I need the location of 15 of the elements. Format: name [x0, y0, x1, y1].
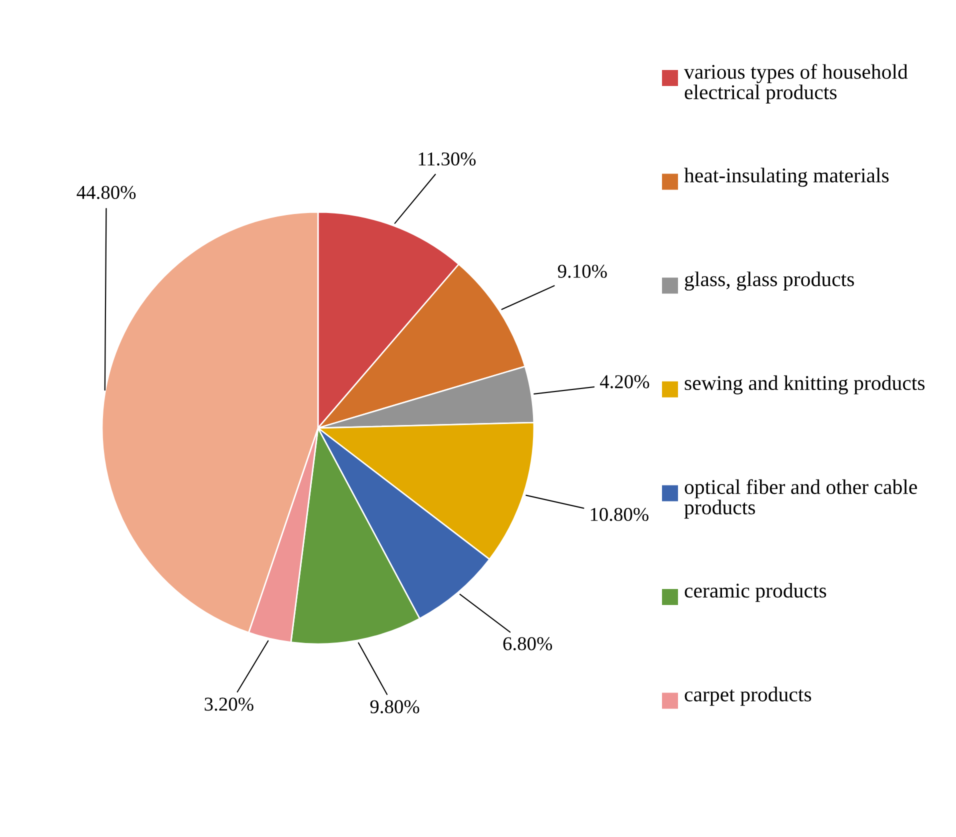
legend-label: optical fiber and other cable products — [684, 479, 917, 519]
data-label: 44.80% — [76, 186, 136, 200]
legend-label: glass, glass products — [684, 272, 854, 291]
data-label: 4.20% — [600, 375, 650, 388]
data-label: 6.80% — [503, 637, 552, 650]
data-label: 9.10% — [558, 264, 607, 278]
legend-label: heat-insulating materials — [684, 168, 889, 187]
legend-label: carpet products — [684, 686, 812, 706]
data-label: 9.80% — [370, 700, 420, 714]
legend-label: various types of household electrical products — [684, 64, 908, 104]
data-label: 10.80% — [590, 508, 648, 522]
data-label: 11.30% — [418, 152, 476, 166]
data-label: 3.20% — [204, 698, 254, 711]
legend-label: ceramic products — [684, 583, 826, 602]
legend-label: sewing and knitting products — [684, 375, 925, 394]
